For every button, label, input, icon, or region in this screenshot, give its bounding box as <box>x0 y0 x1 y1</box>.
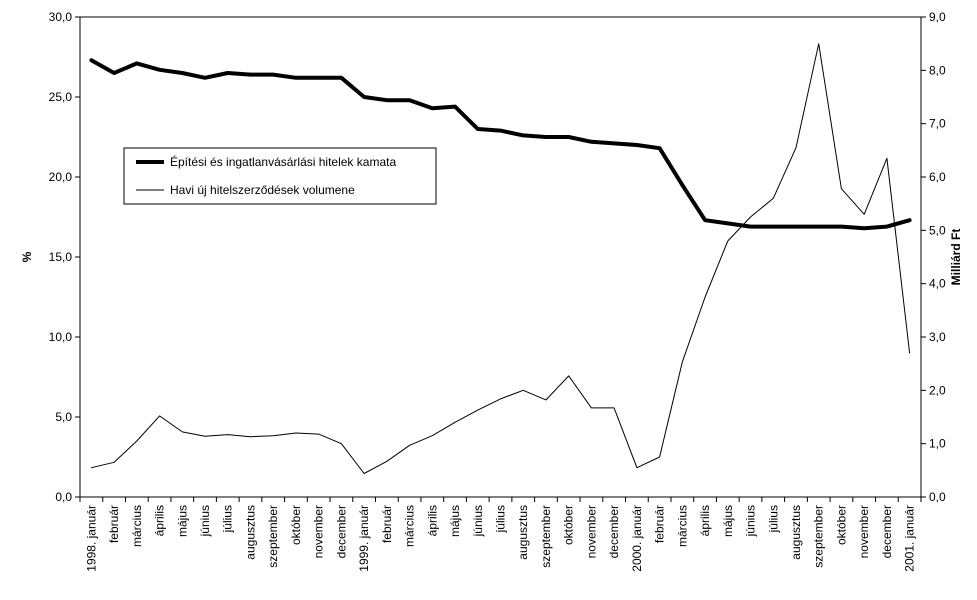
series-line-1 <box>89 58 912 231</box>
y-axis-title-left: % <box>20 251 34 262</box>
x-tick-label: december <box>880 505 894 558</box>
x-tick-label: november <box>312 505 326 558</box>
right-tick-label: 2,0 <box>929 383 946 397</box>
x-tick-label: 1998. január <box>84 505 98 572</box>
x-tick-label: 2001. január <box>903 505 917 572</box>
x-tick-label: 2000. január <box>630 505 644 572</box>
x-tick-label: június <box>471 505 485 537</box>
left-tick-label: 20,0 <box>49 170 73 184</box>
x-tick-label: május <box>448 505 462 537</box>
right-tick-label: 7,0 <box>929 117 946 131</box>
x-tick-label: 1999. január <box>357 505 371 572</box>
x-tick-label: február <box>107 505 121 543</box>
left-tick-label: 15,0 <box>49 250 73 264</box>
series-lines <box>89 43 912 474</box>
x-tick-label: február <box>380 505 394 543</box>
x-axis: 1998. január február március április május jú… <box>79 497 922 572</box>
x-tick-label: március <box>403 505 417 547</box>
right-tick-label: 5,0 <box>929 223 946 237</box>
right-tick-label: 1,0 <box>929 437 946 451</box>
right-tick-label: 3,0 <box>929 330 946 344</box>
left-axis: 0,0 5,0 10,0 15,0 20,0 25,0 30,0 <box>49 10 80 504</box>
left-tick-label: 5,0 <box>55 410 72 424</box>
right-tick-label: 6,0 <box>929 170 946 184</box>
x-tick-label: november <box>857 505 871 558</box>
x-tick-label: május <box>175 505 189 537</box>
plot-area <box>79 16 922 498</box>
x-tick-label: április <box>425 505 439 536</box>
right-axis: 0,0 1,0 2,0 3,0 4,0 5,0 6,0 7,0 8,0 9,0 <box>921 10 946 504</box>
x-tick-label: március <box>675 505 689 547</box>
left-tick-label: 30,0 <box>49 10 73 24</box>
x-tick-label: szeptember <box>266 505 280 568</box>
x-tick-label: április <box>698 505 712 536</box>
right-tick-label: 4,0 <box>929 277 946 291</box>
x-tick-label: április <box>153 505 167 536</box>
x-tick-label: augusztus <box>516 505 530 560</box>
x-tick-label: február <box>653 505 667 543</box>
legend: Építési és ingatlanvásárlási hitelek kam… <box>123 147 437 205</box>
y-axis-title-right: Milliárd Ft <box>949 229 963 286</box>
x-tick-label: október <box>834 505 848 545</box>
x-tick-label: november <box>584 505 598 558</box>
right-tick-label: 9,0 <box>929 10 946 24</box>
x-tick-label: december <box>607 505 621 558</box>
plot-frame <box>79 16 922 498</box>
x-tick-label: szeptember <box>539 505 553 568</box>
x-tick-label: július <box>766 505 780 533</box>
x-tick-label: március <box>130 505 144 547</box>
right-tick-label: 8,0 <box>929 63 946 77</box>
legend-box <box>123 147 437 205</box>
x-tick-label: július <box>494 505 508 533</box>
x-tick-label: július <box>221 505 235 533</box>
x-tick-label: október <box>562 505 576 545</box>
x-tick-label: május <box>721 505 735 537</box>
x-tick-label: december <box>334 505 348 558</box>
x-tick-label: június <box>744 505 758 537</box>
right-tick-label: 0,0 <box>929 490 946 504</box>
series-line-2 <box>90 43 911 474</box>
left-tick-label: 0,0 <box>55 490 72 504</box>
x-tick-label: augusztus <box>789 505 803 560</box>
x-tick-label: október <box>289 505 303 545</box>
x-tick-label: június <box>198 505 212 537</box>
x-tick-label: augusztus <box>243 505 257 560</box>
legend-label-volume: Havi új hitelszerződések volumene <box>170 183 355 197</box>
left-tick-label: 25,0 <box>49 90 73 104</box>
x-tick-label: szeptember <box>812 505 826 568</box>
left-tick-label: 10,0 <box>49 330 73 344</box>
legend-label-interest: Építési és ingatlanvásárlási hitelek kam… <box>170 154 396 169</box>
